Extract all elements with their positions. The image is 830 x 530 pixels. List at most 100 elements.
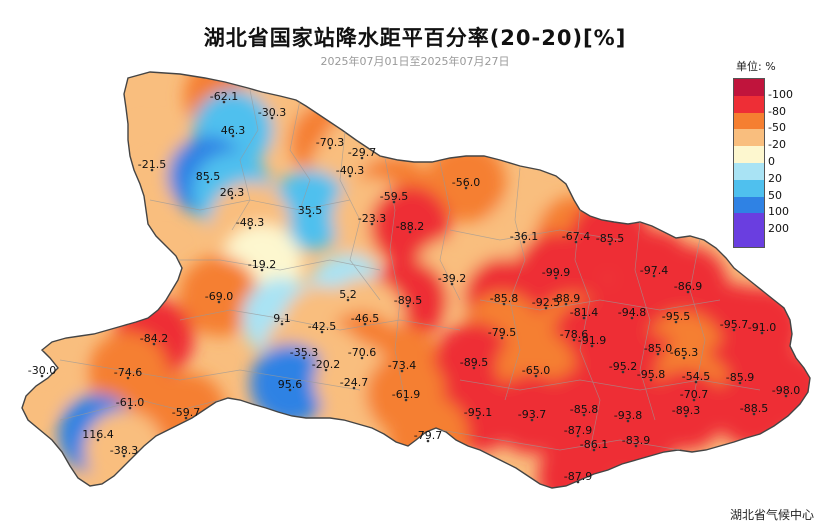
station-marker xyxy=(574,240,578,244)
station-value-label: -89.3 xyxy=(672,404,700,417)
legend-tick-label: 20 xyxy=(768,171,782,185)
station-marker xyxy=(231,134,235,138)
station-marker xyxy=(738,381,742,385)
station-marker xyxy=(608,242,612,246)
station-marker xyxy=(152,342,156,346)
station-marker xyxy=(288,388,292,392)
station-marker xyxy=(621,370,625,374)
station-value-label: -54.5 xyxy=(682,370,710,383)
station-value-label: -91.0 xyxy=(748,321,776,334)
station-field-blob xyxy=(250,344,330,424)
station-marker xyxy=(544,306,548,310)
station-marker xyxy=(126,376,130,380)
station-value-label: 95.6 xyxy=(278,378,303,391)
station-value-label: -85.8 xyxy=(490,292,518,305)
station-value-label: -29.7 xyxy=(348,146,376,159)
station-value-label: -87.9 xyxy=(564,424,592,437)
station-marker xyxy=(752,412,756,416)
station-field-blob xyxy=(270,170,350,250)
station-marker xyxy=(328,146,332,150)
station-value-label: -23.3 xyxy=(358,212,386,225)
station-marker xyxy=(348,174,352,178)
station-marker xyxy=(400,369,404,373)
legend-tick-label: 200 xyxy=(768,222,789,236)
station-marker xyxy=(96,438,100,442)
legend-tick-label: -80 xyxy=(768,104,786,118)
station-value-label: -38.3 xyxy=(110,444,138,457)
station-marker xyxy=(649,378,653,382)
station-value-label: -93.8 xyxy=(614,409,642,422)
station-value-label: -69.0 xyxy=(205,290,233,303)
legend-tick-label: 50 xyxy=(768,188,782,202)
station-value-label: -65.0 xyxy=(522,364,550,377)
legend-unit-label: 单位: % xyxy=(736,60,776,73)
station-value-label: -88.5 xyxy=(740,402,768,415)
station-value-label: -19.2 xyxy=(248,258,276,271)
station-marker xyxy=(206,180,210,184)
legend-swatch xyxy=(734,95,764,114)
station-marker xyxy=(684,414,688,418)
station-marker xyxy=(656,352,660,356)
station-marker xyxy=(464,186,468,190)
footer-credit: 湖北省气候中心 xyxy=(730,508,815,522)
station-field-blob xyxy=(426,142,506,222)
station-marker xyxy=(222,100,226,104)
station-value-label: -81.4 xyxy=(570,306,598,319)
station-value-label: -93.7 xyxy=(518,408,546,421)
station-value-label: -48.3 xyxy=(236,216,264,229)
station-value-label: 116.4 xyxy=(82,428,114,441)
station-marker xyxy=(692,398,696,402)
date-range-subtitle: 2025年07月01日至2025年07月27日 xyxy=(320,55,510,68)
station-marker xyxy=(760,331,764,335)
station-value-label: -21.5 xyxy=(138,158,166,171)
station-value-label: -61.0 xyxy=(116,396,144,409)
station-value-label: -56.0 xyxy=(452,176,480,189)
station-marker xyxy=(522,240,526,244)
station-value-label: 9.1 xyxy=(273,312,291,325)
station-value-label: -35.3 xyxy=(290,346,318,359)
station-marker xyxy=(572,338,576,342)
station-value-label: -95.2 xyxy=(609,360,637,373)
station-value-label: -85.5 xyxy=(596,232,624,245)
station-marker xyxy=(476,416,480,420)
station-marker xyxy=(502,302,506,306)
map-title: 湖北省国家站降水距平百分率(20-20)[%] xyxy=(203,26,627,50)
station-marker xyxy=(370,222,374,226)
station-value-label: -92.5 xyxy=(532,296,560,309)
station-value-label: -85.8 xyxy=(570,403,598,416)
station-value-label: -98.0 xyxy=(772,384,800,397)
station-marker xyxy=(408,230,412,234)
station-marker xyxy=(360,156,364,160)
legend-swatch xyxy=(734,146,764,164)
legend-tick-label: 100 xyxy=(768,205,789,219)
legend-swatch xyxy=(734,196,764,214)
station-marker xyxy=(576,480,580,484)
legend-swatch xyxy=(734,213,764,231)
station-marker xyxy=(404,398,408,402)
station-marker xyxy=(576,434,580,438)
station-marker xyxy=(150,168,154,172)
station-value-label: -61.9 xyxy=(392,388,420,401)
station-marker xyxy=(582,413,586,417)
station-value-label: -89.5 xyxy=(460,356,488,369)
station-value-label: -79.7 xyxy=(414,429,442,442)
station-marker xyxy=(564,302,568,306)
station-value-label: -73.4 xyxy=(388,359,416,372)
station-marker xyxy=(406,304,410,308)
station-value-label: -74.6 xyxy=(114,366,142,379)
station-value-label: -95.7 xyxy=(720,318,748,331)
station-marker xyxy=(426,439,430,443)
legend-swatch xyxy=(734,79,764,97)
station-value-label: -59.5 xyxy=(380,190,408,203)
station-value-label: 35.5 xyxy=(298,204,323,217)
station-value-label: -86.1 xyxy=(580,438,608,451)
station-marker xyxy=(732,328,736,332)
station-marker xyxy=(270,116,274,120)
station-value-label: -65.3 xyxy=(670,346,698,359)
station-value-label: -86.9 xyxy=(674,280,702,293)
station-marker xyxy=(784,394,788,398)
station-value-label: -89.5 xyxy=(394,294,422,307)
station-value-label: -88.9 xyxy=(552,292,580,305)
station-value-label: -88.2 xyxy=(396,220,424,233)
